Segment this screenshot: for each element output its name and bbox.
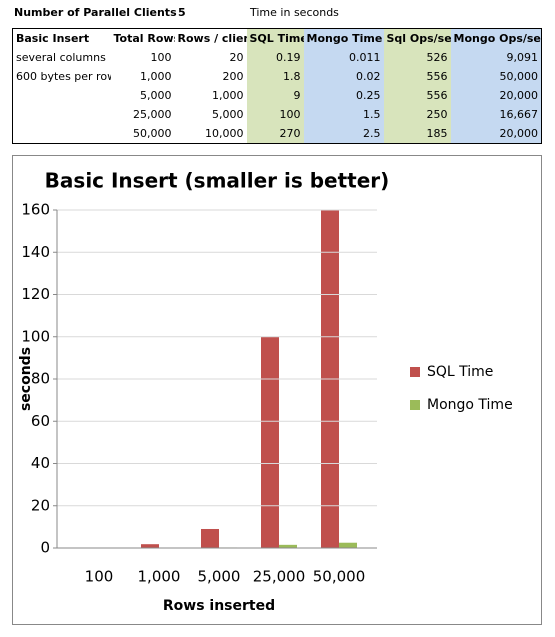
x-tick-label: 50,000	[313, 568, 366, 586]
table-cell: 0.19	[246, 48, 304, 67]
table-cell: 20,000	[450, 124, 542, 144]
table-cell: 20	[229, 51, 244, 64]
table-cell: 100	[150, 51, 172, 64]
bar	[261, 336, 279, 548]
table-cell: 600 bytes per row	[16, 70, 111, 83]
table-cell: 2.5	[303, 124, 384, 144]
table-cell: 0.25	[303, 86, 384, 105]
bar	[339, 542, 357, 548]
table-cell: Mongo Time	[303, 28, 384, 48]
y-tick-label: 160	[21, 201, 50, 219]
clients-label: Number of Parallel Clients	[14, 6, 177, 19]
bar	[321, 210, 339, 548]
table-cell: 526	[383, 48, 451, 67]
table-cell: several columns	[16, 51, 106, 64]
bar	[141, 544, 159, 548]
legend-swatch	[410, 400, 420, 410]
table-cell: 16,667	[450, 105, 542, 124]
table-cell: Sql Ops/sec	[383, 28, 451, 48]
table-cell: 50,000	[450, 67, 542, 86]
table-cell: 25,000	[133, 108, 172, 121]
legend-label: SQL Time	[427, 364, 493, 380]
units-note: Time in seconds	[250, 6, 339, 19]
bar	[201, 528, 219, 548]
legend-swatch	[410, 367, 420, 377]
table-cell: 5,000	[140, 89, 172, 102]
y-tick-label: 100	[21, 327, 50, 345]
table-cell: 9,091	[450, 48, 542, 67]
table-row: 50,000 10,000 270 2.5 185 20,000	[13, 124, 542, 144]
table-cell: Basic Insert	[16, 32, 90, 45]
table-cell: 5,000	[212, 108, 244, 121]
table-cell: 270	[246, 124, 304, 144]
x-tick-label: 5,000	[198, 568, 241, 586]
y-tick-label: 0	[40, 539, 50, 557]
table-row: 600 bytes per row 1,000 200 1.8 0.02 556 50,00…	[13, 67, 542, 86]
y-tick-label: 60	[31, 412, 50, 430]
table-cell: 1.8	[246, 67, 304, 86]
table-cell: 9	[246, 86, 304, 105]
x-axis-label: Rows inserted	[163, 598, 275, 614]
table-cell: 0.011	[303, 48, 384, 67]
table-cell: 250	[383, 105, 451, 124]
chart-title: Basic Insert (smaller is better)	[45, 169, 390, 193]
x-tick-label: 1,000	[138, 568, 181, 586]
table-row: 25,000 5,000 100 1.5 250 16,667	[13, 105, 542, 124]
table-cell: 200	[222, 70, 244, 83]
table-cell: 20,000	[450, 86, 542, 105]
table-cell: 1,000	[140, 70, 172, 83]
table-row: 5,000 1,000 9 0.25 556 20,000	[13, 86, 542, 105]
table-cell: SQL Time	[246, 28, 304, 48]
table-cell: Rows / client	[177, 32, 247, 45]
table-cell: 100	[246, 105, 304, 124]
table-cell: 1.5	[303, 105, 384, 124]
table-cell: 0.02	[303, 67, 384, 86]
table-cell: Total Rows	[113, 32, 175, 45]
table-cell: Mongo Ops/sec	[450, 28, 542, 48]
y-tick-label: 120	[21, 285, 50, 303]
table-row: several columns 100 20 0.19 0.011 526 9,091	[13, 48, 542, 67]
y-tick-label: 80	[31, 370, 50, 388]
table-cell: 185	[383, 124, 451, 144]
y-tick-label: 40	[31, 454, 50, 472]
table-cell: 1,000	[212, 89, 244, 102]
x-tick-label: 25,000	[253, 568, 306, 586]
bar	[279, 544, 297, 548]
legend-label: Mongo Time	[427, 397, 513, 413]
x-tick-label: 100	[85, 568, 114, 586]
table-cell: 556	[383, 86, 451, 105]
y-tick-label: 140	[21, 243, 50, 261]
table-cell: 50,000	[133, 127, 172, 140]
table-cell: 556	[383, 67, 451, 86]
table-cell: 10,000	[205, 127, 244, 140]
y-axis-label: seconds	[18, 347, 34, 411]
clients: 5	[178, 6, 186, 19]
y-tick-label: 20	[31, 496, 50, 514]
